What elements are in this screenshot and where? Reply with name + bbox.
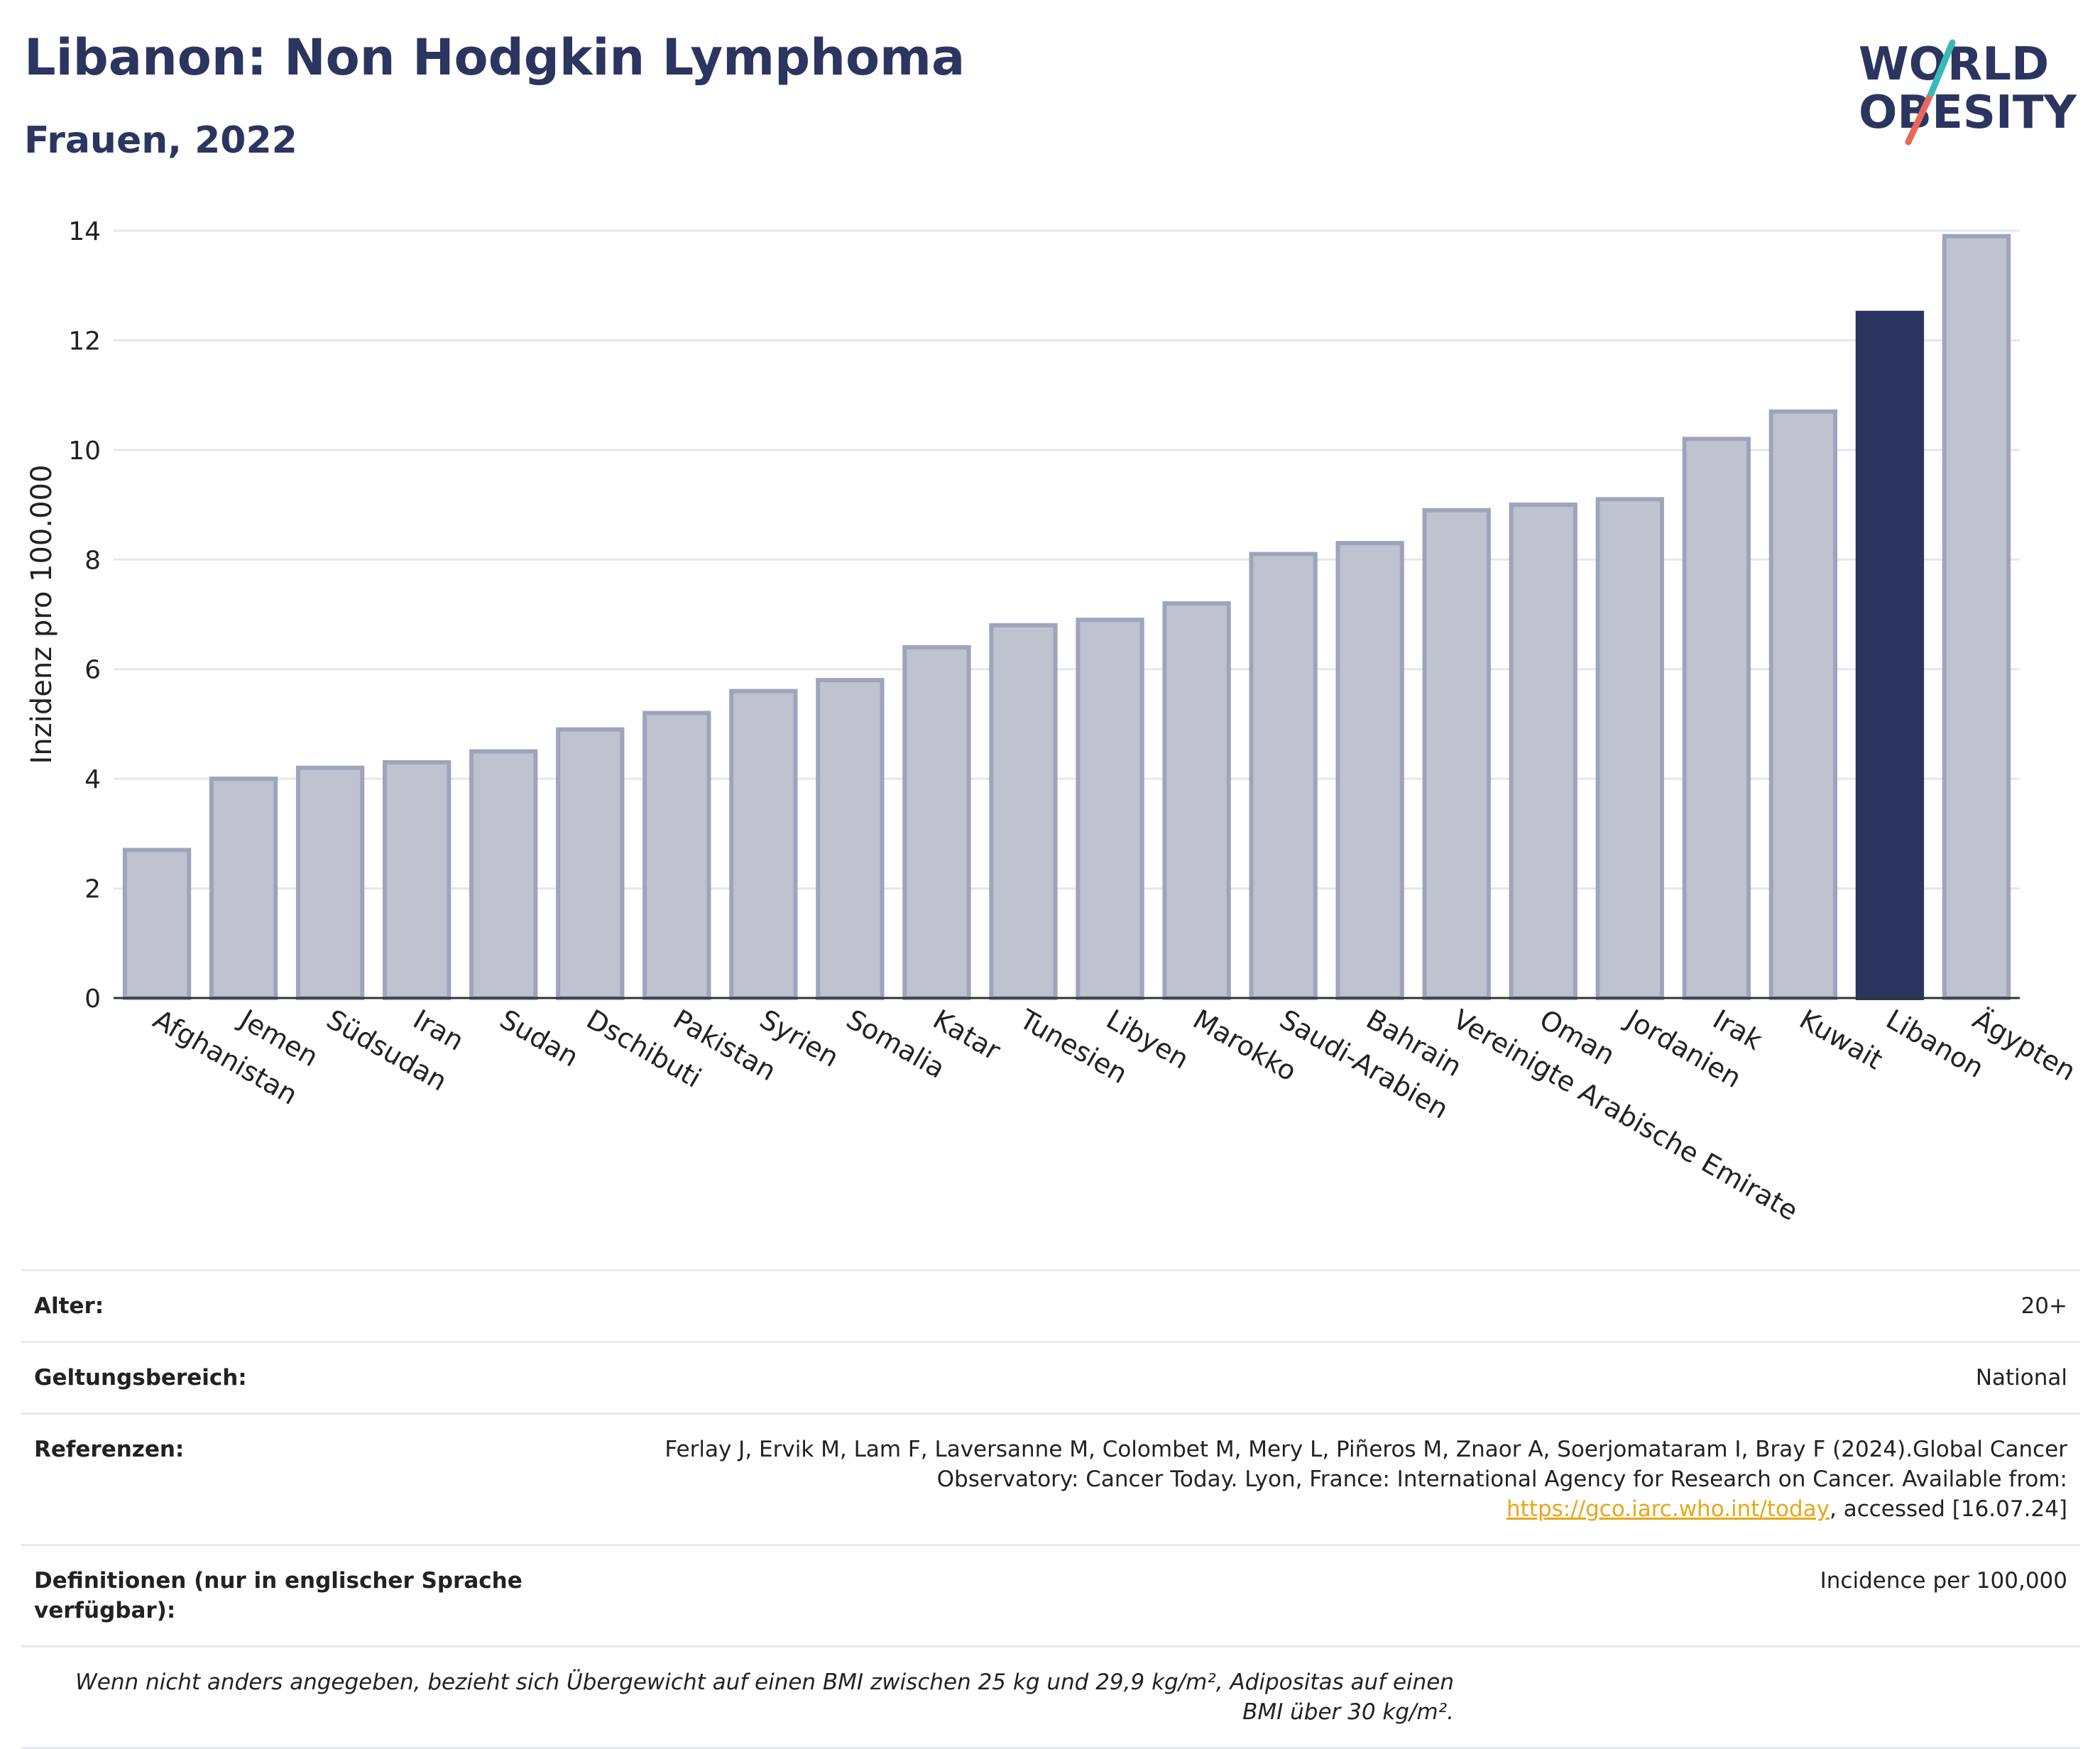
- bar-irak: [1682, 437, 1751, 1000]
- bar-pakistan: [642, 711, 711, 1000]
- bar-dschibuti: [556, 727, 625, 1001]
- x-tick-label: Kuwait: [1794, 1004, 1888, 1076]
- metadata-table: Alter: 20+ Geltungsbereich: National Ref…: [21, 1269, 2080, 1749]
- chart-title: Libanon: Non Hodgkin Lymphoma: [24, 28, 966, 87]
- meta-ref-link[interactable]: https://gco.iarc.who.int/today: [1506, 1496, 1830, 1522]
- bar-vereinigte-arabische-emirate: [1422, 508, 1491, 1000]
- bar-bahrain: [1335, 541, 1404, 1000]
- meta-row-age: Alter: 20+: [21, 1269, 2080, 1341]
- x-tick-label: Sudan: [495, 1004, 584, 1073]
- meta-ref-text-2: , accessed [16.07.24]: [1829, 1496, 2067, 1522]
- meta-scope-label: Geltungsbereich:: [34, 1365, 247, 1391]
- bar-somalia: [816, 678, 885, 1001]
- bar-iran: [383, 760, 452, 1000]
- bar-südsudan: [295, 765, 365, 1000]
- bar-oman: [1509, 503, 1577, 1000]
- y-tick-label: 10: [68, 437, 101, 466]
- meta-note: Wenn nicht anders angegeben, bezieht sic…: [75, 1670, 1454, 1725]
- y-tick-label: 4: [84, 765, 101, 794]
- meta-row-scope: Geltungsbereich: National: [21, 1341, 2080, 1413]
- bar-jordanien: [1595, 497, 1664, 1000]
- y-tick-label: 2: [84, 875, 101, 904]
- bar-sudan: [469, 749, 538, 1001]
- bar-tunesien: [989, 623, 1058, 1000]
- x-tick-label: Somalia: [841, 1004, 951, 1085]
- meta-row-note: Wenn nicht anders angegeben, bezieht sic…: [21, 1645, 2080, 1749]
- y-axis-ticks: 0 2 4 6 8 10 12 14: [68, 217, 101, 1014]
- meta-def-value: Incidence per 100,000: [1820, 1568, 2067, 1594]
- y-tick-label: 6: [84, 656, 101, 685]
- bar-libanon: [1855, 310, 1925, 1001]
- y-axis-title: Inzidenz pro 100.000: [26, 465, 58, 764]
- x-tick-label: Irak: [1707, 1004, 1767, 1056]
- bar-syrien: [729, 689, 798, 1000]
- x-tick-label: Libanon: [1881, 1004, 1989, 1084]
- x-tick-label: Ägypten: [1967, 1004, 2081, 1087]
- bars: [122, 234, 2011, 1001]
- meta-age-label: Alter:: [34, 1293, 104, 1319]
- bar-afghanistan: [122, 848, 192, 1001]
- meta-ref-value: Ferlay J, Ervik M, Lam F, Laversanne M, …: [647, 1435, 2067, 1524]
- y-tick-label: 8: [84, 546, 101, 575]
- meta-scope-value: National: [1975, 1365, 2067, 1391]
- meta-row-definitions: Definitionen (nur in englischer Sprache …: [21, 1544, 2080, 1645]
- world-obesity-logo: WORLD OBESITY: [1859, 38, 2077, 146]
- y-tick-label: 12: [68, 327, 101, 356]
- x-tick-label: Iran: [408, 1004, 469, 1057]
- meta-ref-text-1: Ferlay J, Ervik M, Lam F, Laversanne M, …: [665, 1437, 2067, 1492]
- meta-age-value: 20+: [2020, 1293, 2067, 1319]
- meta-ref-label: Referenzen:: [34, 1437, 185, 1462]
- bar-katar: [902, 645, 971, 1000]
- chart-subtitle: Frauen, 2022: [24, 119, 297, 162]
- bar-marokko: [1162, 601, 1231, 1000]
- logo-line-2: OBESITY: [1859, 87, 2077, 139]
- bar-kuwait: [1768, 409, 1838, 1000]
- bar-ägypten: [1942, 234, 2011, 1000]
- logo-slash-red: [1905, 90, 1935, 146]
- meta-def-label: Definitionen (nur in englischer Sprache …: [34, 1568, 523, 1623]
- logo-slash-teal: [1927, 39, 1956, 97]
- bar-libyen: [1076, 618, 1144, 1000]
- meta-row-references: Referenzen: Ferlay J, Ervik M, Lam F, La…: [21, 1413, 2080, 1544]
- y-tick-label: 14: [68, 217, 101, 246]
- y-tick-label: 0: [84, 985, 101, 1014]
- bar-jemen: [209, 777, 278, 1000]
- bar-saudi-arabien: [1249, 552, 1318, 1000]
